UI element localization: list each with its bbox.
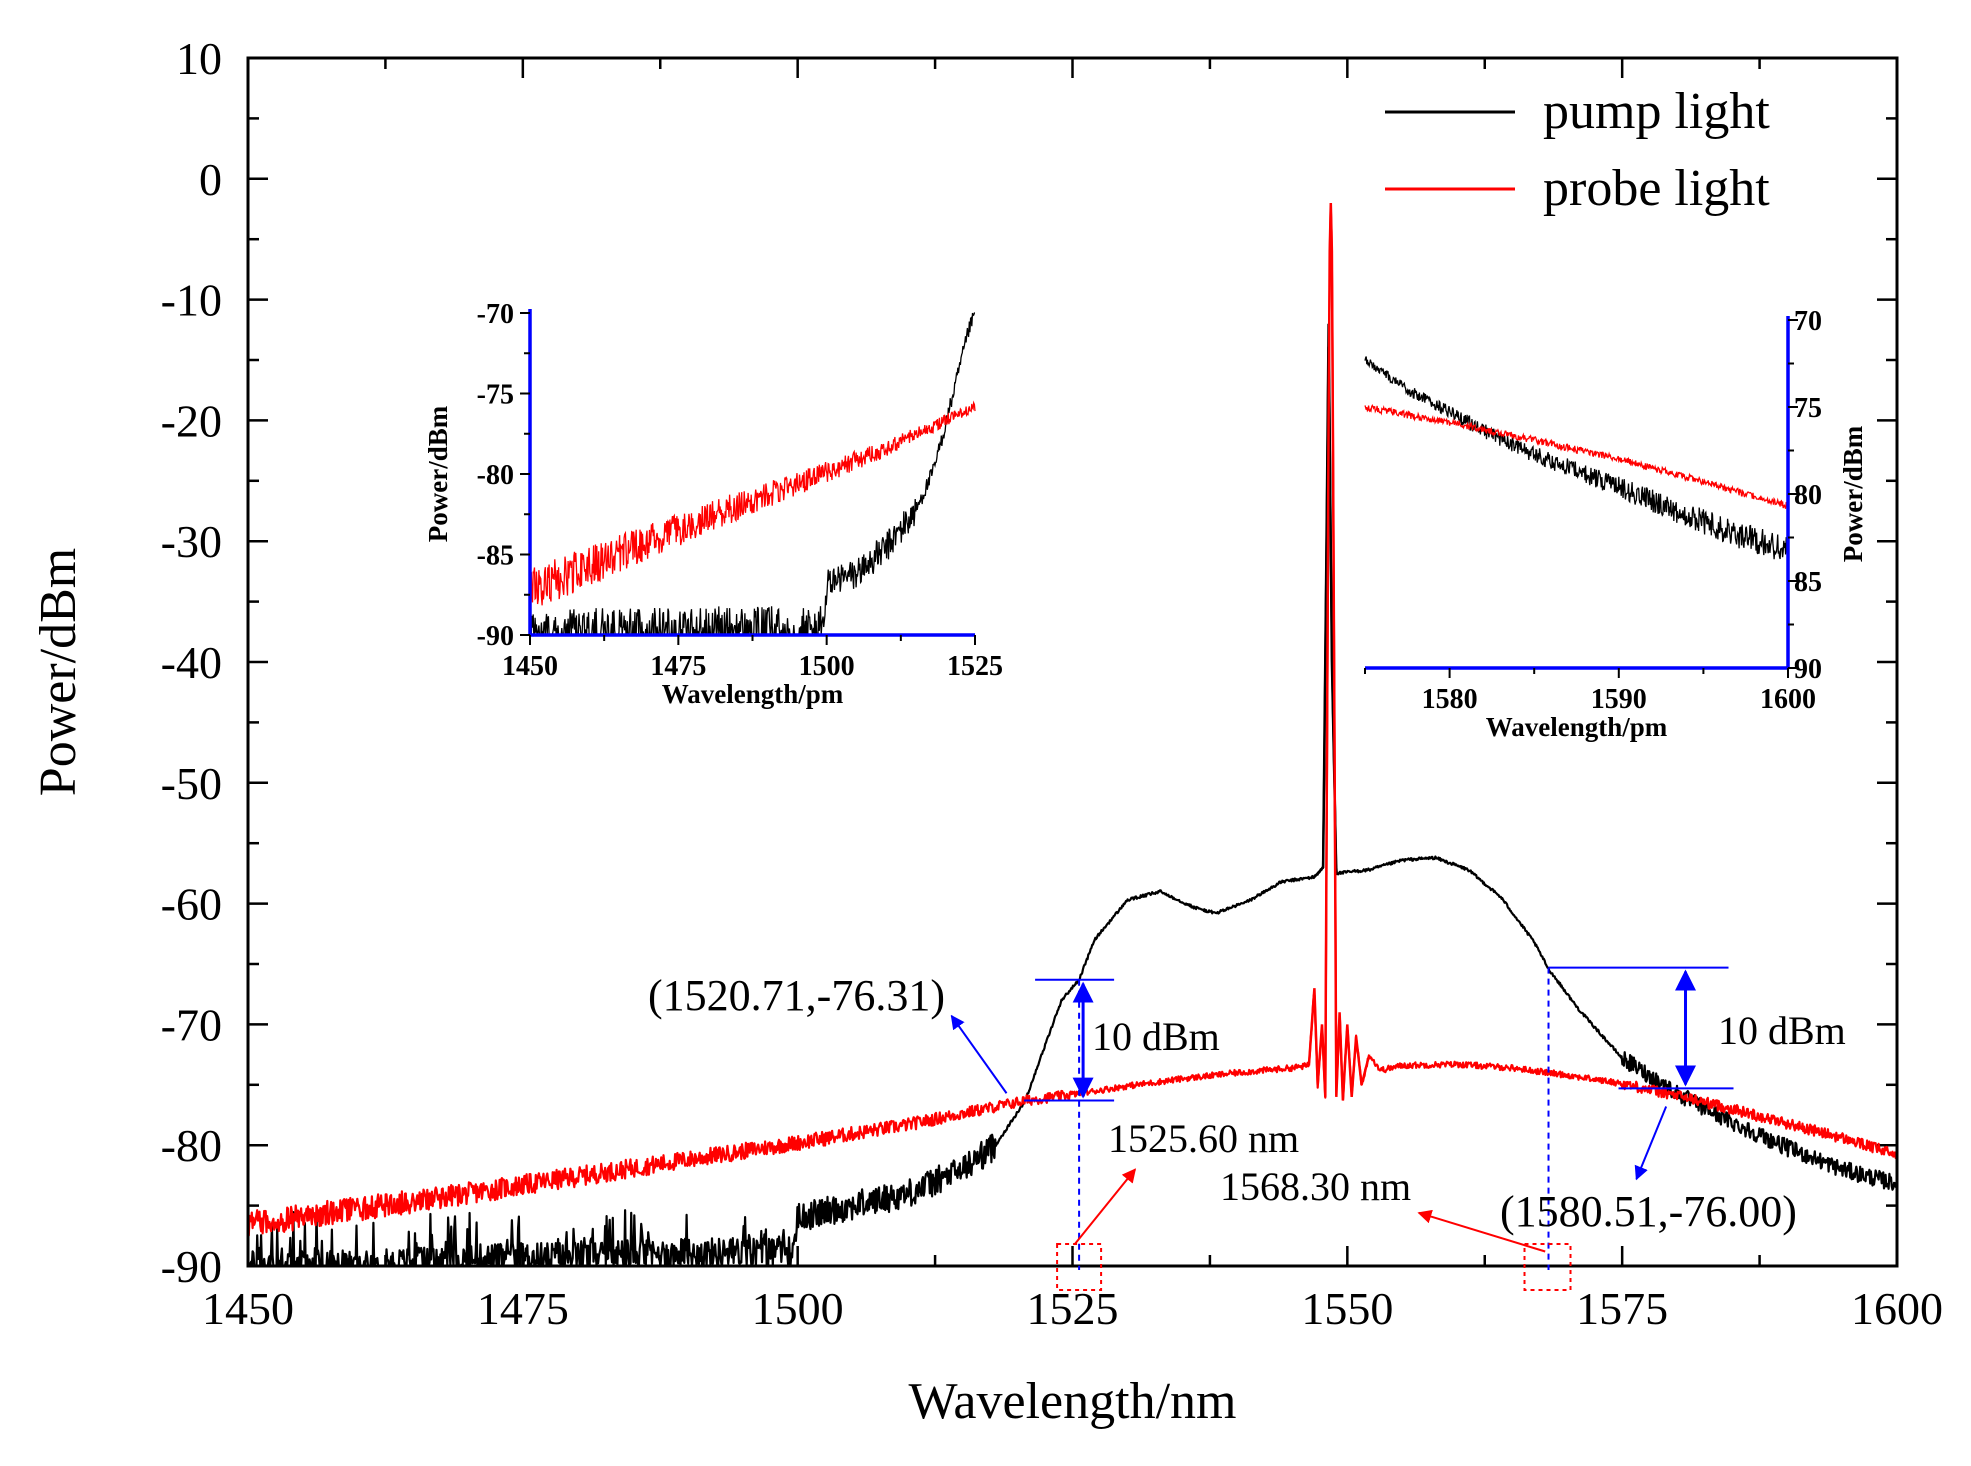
y-tick-label: -30 (161, 516, 222, 567)
inset-right-axes (1364, 316, 1798, 678)
right-point-arrow (1634, 1106, 1668, 1181)
left-width-arrow (1073, 1168, 1137, 1245)
inl-x-tick-label: 1450 (502, 651, 558, 682)
inr-x-tick-label: 1590 (1591, 684, 1647, 715)
x-tick-label: 1525 (1027, 1283, 1119, 1334)
inl-x-tick-label: 1500 (799, 651, 855, 682)
x-tick-label: 1500 (752, 1283, 844, 1334)
annotations: (1520.71,-76.31) (1580.51,-76.00) 1525.6… (648, 966, 1846, 1291)
inset-right-y-axis-label: Power/dBm (1838, 425, 1868, 562)
y-tick-label: -70 (161, 999, 222, 1050)
right-width-arrow (1417, 1209, 1546, 1253)
inl-series-probe-light (529, 400, 976, 606)
inl-y-tick-label: -85 (477, 541, 514, 572)
annotation-delta-left: 10 dBm (1092, 1014, 1220, 1059)
annotation-shapes (950, 966, 1734, 1291)
series-probe-light (246, 204, 1898, 1237)
inl-y-tick-label: -90 (477, 621, 514, 652)
legend-label-pump: pump light (1543, 83, 1770, 140)
inset-right: 1580 1590 1600 70 75 80 85 90 Wavelength/pm Pow… (1364, 306, 1868, 742)
inset-right-tick-labels: 1580 1590 1600 70 75 80 85 90 (1422, 306, 1822, 715)
inl-y-tick-label: -75 (477, 380, 514, 411)
y-tick-label: -90 (161, 1241, 222, 1292)
inl-y-tick-label: -80 (477, 460, 514, 491)
x-tick-label: 1550 (1301, 1283, 1393, 1334)
inr-y-tick-label: 70 (1794, 306, 1822, 337)
right-marker-box (1523, 1243, 1572, 1291)
inr-series-probe-light (1364, 403, 1789, 509)
x-tick-label: 1575 (1576, 1283, 1668, 1334)
main-y-axis-label: Power/dBm (30, 548, 87, 796)
left-marker-box (1056, 1243, 1103, 1291)
annotation-point-right: (1580.51,-76.00) (1500, 1187, 1797, 1236)
inr-y-tick-label: 85 (1794, 567, 1822, 598)
y-tick-label: 0 (199, 154, 222, 205)
main-x-axis-label: Wavelength/nm (909, 1373, 1237, 1430)
inl-x-tick-label: 1475 (650, 651, 706, 682)
inset-left-x-axis-label: Wavelength/pm (662, 679, 844, 709)
legend: pump light probe light (1385, 83, 1770, 217)
x-tick-label: 1450 (202, 1283, 294, 1334)
main-tick-labels: 1450 1475 1500 1525 1550 1575 1600 10 0 -10 -20 -30… (161, 33, 1943, 1334)
y-tick-label: 10 (176, 33, 222, 84)
main-plot-frame (246, 56, 1899, 1268)
y-tick-label: -20 (161, 395, 222, 446)
inset-left-tick-labels: 1450 1475 1500 1525 -70 -75 -80 -85 -90 (477, 299, 1003, 682)
series-probe-light-peak (1307, 202, 1371, 1101)
annotation-width-right: 1568.30 nm (1220, 1164, 1411, 1209)
main-plot: 1450 1475 1500 1525 1550 1575 1600 10 0 -10 -20 -30… (30, 33, 1943, 1430)
annotation-delta-right: 10 dBm (1718, 1008, 1846, 1053)
legend-label-probe: probe light (1543, 160, 1770, 217)
inl-x-tick-label: 1525 (947, 651, 1003, 682)
inr-y-tick-label: 75 (1794, 393, 1822, 424)
left-point-arrow (950, 1014, 1008, 1094)
inl-y-tick-label: -70 (477, 299, 514, 330)
inset-right-x-axis-label: Wavelength/pm (1486, 712, 1668, 742)
x-tick-label: 1600 (1851, 1283, 1943, 1334)
y-tick-label: -50 (161, 758, 222, 809)
inr-y-tick-label: 90 (1794, 654, 1822, 685)
y-tick-label: -10 (161, 275, 222, 326)
main-ticks (246, 56, 1899, 1268)
annotation-width-left: 1525.60 nm (1108, 1116, 1299, 1161)
inr-x-tick-label: 1600 (1760, 684, 1816, 715)
inset-right-series (1364, 356, 1789, 560)
inr-series-pump-light (1364, 356, 1789, 560)
y-tick-label: -40 (161, 637, 222, 688)
annotation-point-left: (1520.71,-76.31) (648, 971, 945, 1020)
series-pump-light (247, 346, 1898, 1268)
inr-y-tick-label: 80 (1794, 480, 1822, 511)
y-tick-label: -80 (161, 1120, 222, 1171)
inset-left-axes (520, 309, 976, 645)
inset-left-y-axis-label: Power/dBm (423, 405, 453, 542)
inset-left: 1450 1475 1500 1525 -70 -75 -80 -85 -90 Waveleng… (423, 299, 1003, 709)
inr-x-tick-label: 1580 (1422, 684, 1478, 715)
y-tick-label: -60 (161, 879, 222, 930)
x-tick-label: 1475 (477, 1283, 569, 1334)
main-series (246, 202, 1898, 1268)
